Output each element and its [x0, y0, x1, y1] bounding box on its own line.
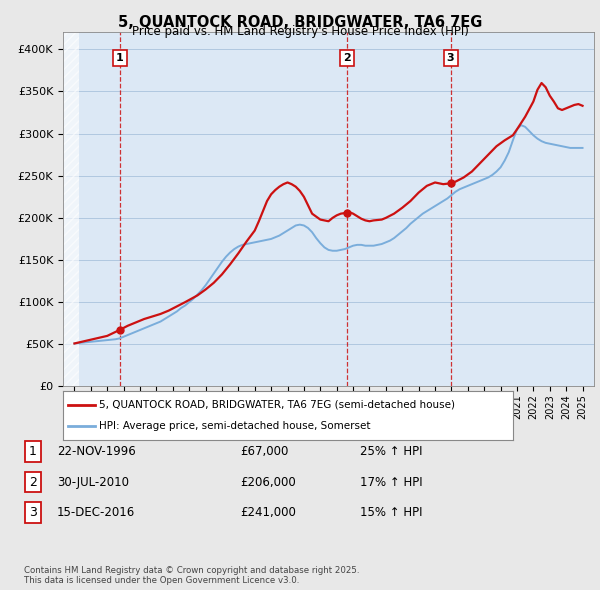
Text: 30-JUL-2010: 30-JUL-2010 [57, 476, 129, 489]
Bar [63, 32, 79, 386]
Text: 3: 3 [29, 506, 37, 519]
Text: 15% ↑ HPI: 15% ↑ HPI [360, 506, 422, 519]
Text: 2: 2 [29, 476, 37, 489]
Text: 15-DEC-2016: 15-DEC-2016 [57, 506, 135, 519]
Text: 22-NOV-1996: 22-NOV-1996 [57, 445, 136, 458]
Text: HPI: Average price, semi-detached house, Somerset: HPI: Average price, semi-detached house,… [99, 421, 371, 431]
Text: £67,000: £67,000 [240, 445, 289, 458]
Text: £206,000: £206,000 [240, 476, 296, 489]
Text: 1: 1 [29, 445, 37, 458]
Text: Price paid vs. HM Land Registry's House Price Index (HPI): Price paid vs. HM Land Registry's House … [131, 25, 469, 38]
Text: Contains HM Land Registry data © Crown copyright and database right 2025.
This d: Contains HM Land Registry data © Crown c… [24, 566, 359, 585]
Text: 17% ↑ HPI: 17% ↑ HPI [360, 476, 422, 489]
Text: 5, QUANTOCK ROAD, BRIDGWATER, TA6 7EG (semi-detached house): 5, QUANTOCK ROAD, BRIDGWATER, TA6 7EG (s… [99, 399, 455, 409]
Text: 2: 2 [343, 53, 350, 63]
Text: 3: 3 [447, 53, 454, 63]
Text: £241,000: £241,000 [240, 506, 296, 519]
Text: 25% ↑ HPI: 25% ↑ HPI [360, 445, 422, 458]
Text: 5, QUANTOCK ROAD, BRIDGWATER, TA6 7EG: 5, QUANTOCK ROAD, BRIDGWATER, TA6 7EG [118, 15, 482, 30]
Text: 1: 1 [116, 53, 124, 63]
Bar [63, 32, 79, 386]
